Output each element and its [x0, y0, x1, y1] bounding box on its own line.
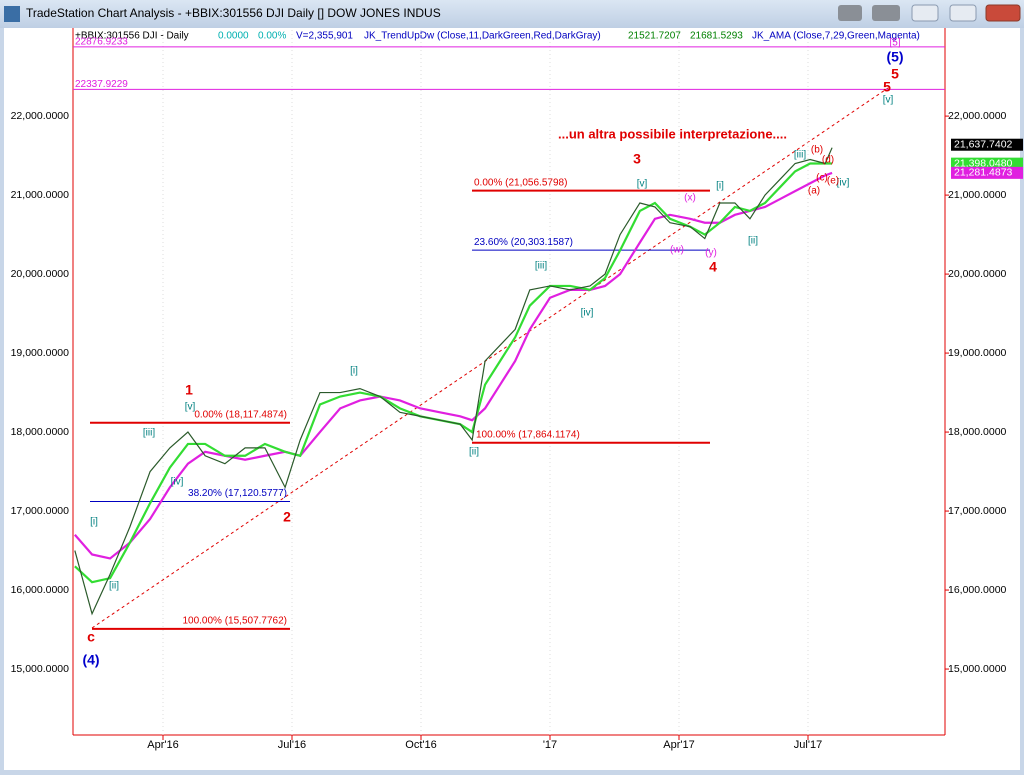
header-text: +BBIX:301556 DJI - Daily [75, 31, 189, 42]
header-text: 21681.5293 [690, 31, 743, 42]
wave-label: (e) [827, 176, 839, 187]
wave-label: [iii] [143, 428, 155, 439]
y-tick-label: 19,000.0000 [948, 347, 1007, 359]
series-line [74, 171, 833, 560]
wave-label: [ii] [748, 236, 758, 247]
wave-label: [iv] [837, 178, 850, 189]
target-level-label: 22876.9233 [75, 36, 128, 47]
y-tick-label: 16,000.0000 [948, 584, 1007, 596]
wave-label: [ii] [469, 447, 479, 458]
y-tick-label-left: 21,000.0000 [11, 189, 70, 201]
y-tick-label-left: 18,000.0000 [11, 426, 70, 438]
x-tick-label: Jul'16 [278, 739, 306, 751]
x-tick-label: Jul'17 [794, 739, 822, 751]
last-value-label: 21,637.7402 [954, 138, 1013, 150]
wave-label: (c) [816, 173, 828, 184]
header-text: JK_TrendUpDw (Close,11,DarkGreen,Red,Dar… [364, 31, 601, 42]
fib-level-label: 0.00% (18,117.4874) [194, 409, 287, 420]
wave-label: [iv] [171, 477, 184, 488]
wave-label: 5 [883, 79, 891, 95]
y-tick-label-left: 16,000.0000 [11, 584, 70, 596]
wave-label: [i] [350, 366, 358, 377]
wave-label: (4) [82, 652, 99, 668]
fib-level-label: 100.00% (17,864.1174) [476, 429, 580, 440]
wave-label: [v] [637, 179, 648, 190]
y-tick-label: 15,000.0000 [948, 663, 1007, 675]
wave-label: [ii] [109, 581, 119, 592]
wave-label: [iii] [535, 261, 547, 272]
header-text: JK_AMA (Close,7,29,Green,Magenta) [752, 31, 920, 42]
y-tick-label-left: 22,000.0000 [11, 110, 70, 122]
wave-label: [iv] [581, 308, 594, 319]
header-text: 21521.7207 [628, 31, 681, 42]
window-title: TradeStation Chart Analysis - +BBIX:3015… [26, 6, 441, 20]
x-tick-label: '17 [543, 739, 557, 751]
wave-label: 4 [709, 259, 717, 275]
annotation: ...un altra possibile interpretazione...… [558, 126, 787, 141]
wave-label: 2 [283, 509, 291, 525]
fib-level-label: 100.00% (15,507.7762) [182, 616, 287, 627]
chart-area [4, 28, 1020, 770]
wave-label: 5 [891, 66, 899, 82]
toolbar-button[interactable] [872, 5, 900, 21]
wave-label: [v] [185, 402, 196, 413]
last-value-label: 21,398.0480 [954, 157, 1013, 169]
last-value-box [951, 157, 1023, 170]
header-text: 0.00% [258, 31, 286, 42]
last-value-label: 21,281.4873 [954, 167, 1013, 179]
last-value-box [951, 166, 1023, 179]
last-value-box [951, 138, 1023, 151]
y-tick-label-left: 19,000.0000 [11, 347, 70, 359]
wave-label: c [87, 629, 95, 645]
y-tick-label-left: 17,000.0000 [11, 505, 70, 517]
app-icon [4, 6, 20, 22]
fib-level-label: 38.20% (17,120.5777) [188, 488, 287, 499]
series-line [74, 162, 833, 584]
wave-label: (y) [705, 248, 717, 259]
fib-level-label: 0.00% (21,056.5798) [474, 177, 567, 188]
minimize-button[interactable] [911, 4, 939, 22]
y-tick-label-left: 20,000.0000 [11, 268, 70, 280]
wave-label: (d) [822, 155, 834, 166]
s-button[interactable] [838, 5, 862, 21]
wave-label: [i] [716, 181, 724, 192]
wave-label: [v] [883, 95, 894, 106]
target-level-label: 22337.9229 [75, 79, 128, 90]
wave-label: 3 [633, 151, 641, 167]
x-tick-label: Apr'17 [663, 739, 694, 751]
y-tick-label: 20,000.0000 [948, 268, 1007, 280]
y-tick-label: 17,000.0000 [948, 505, 1007, 517]
header-text: V=2,355,901 [296, 31, 353, 42]
wave-label: (a) [808, 186, 820, 197]
series-line [74, 147, 833, 616]
close-button[interactable] [985, 4, 1021, 22]
wave-label: [i] [90, 517, 98, 528]
wave-label: (w) [670, 245, 684, 256]
y-tick-label: 22,000.0000 [948, 110, 1007, 122]
wave-label: (x) [684, 193, 696, 204]
y-tick-label: 21,000.0000 [948, 189, 1007, 201]
wave-label: [iii] [794, 150, 806, 161]
header-text: 0.0000 [218, 31, 249, 42]
x-tick-label: Oct'16 [405, 739, 436, 751]
x-tick-label: Apr'16 [147, 739, 178, 751]
wave-label: [5] [889, 38, 900, 49]
y-tick-label: 18,000.0000 [948, 426, 1007, 438]
wave-label: 1 [185, 382, 193, 398]
y-tick-label-left: 15,000.0000 [11, 663, 70, 675]
wave-label: (5) [886, 49, 903, 65]
trend-line [91, 87, 889, 629]
wave-label: (b) [811, 145, 823, 156]
fib-level-label: 23.60% (20,303.1587) [474, 237, 573, 248]
maximize-button[interactable] [949, 4, 977, 22]
